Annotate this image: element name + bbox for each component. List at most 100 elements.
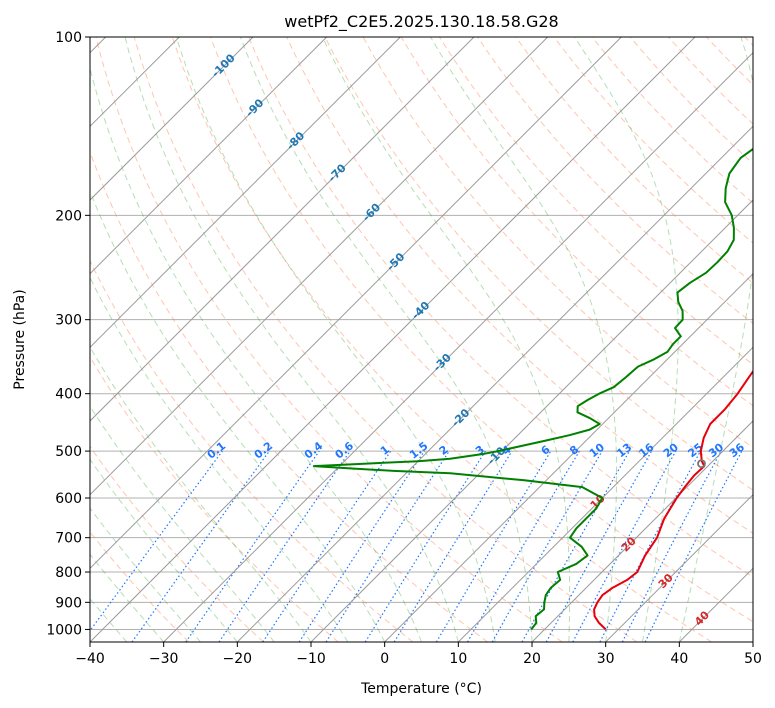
moist-adiabat [124,37,459,642]
x-tick-label: 0 [380,651,389,667]
mixing-ratio-label: 16 [637,440,657,460]
y-axis-label: Pressure (hPa) [12,289,28,389]
mixing-ratio-line [90,450,223,632]
y-tick-label: 100 [55,30,82,46]
mixing-ratio-label: 1 [378,443,392,458]
isotherm [310,199,753,642]
mixing-ratio-line [185,450,320,642]
dry-adiabat [90,259,414,642]
lcl-marker [697,459,706,469]
dry-adiabat [553,37,753,244]
mixing-ratio-line [298,450,425,642]
mixing-ratio-label: 30 [706,440,726,460]
moist-adiabat [430,37,617,642]
moist-adiabat [90,276,349,642]
x-tick-label: 30 [597,651,615,667]
moist-adiabat [90,405,275,642]
dry-adiabat [668,37,753,125]
mixing-ratio-label: 2 [437,443,451,458]
dry-adiabat [248,37,753,578]
moist-adiabat [90,345,312,642]
dry-adiabat [706,37,753,86]
dry-adiabat [90,150,488,642]
mixing-ratio-line [521,450,631,642]
lcl-marker-circle [697,459,706,469]
isotherm [457,346,753,642]
isotherm [90,37,328,275]
y-tick-label: 900 [55,595,82,611]
isotherm [90,37,622,570]
y-tick-label: 200 [55,208,82,224]
mixing-ratio-label: 13 [614,441,634,461]
dry-adiabat [744,37,753,47]
moist-adiabat [239,37,533,642]
mixing-ratio-line [572,450,677,642]
x-axis-ticks: −40 −30 −20 −10 0 10 20 30 40 50 [75,642,762,667]
mixing-ratio-label: 20 [661,440,681,460]
isotherm-label: -90 [243,96,266,119]
isotherm [752,641,753,642]
isotherm [531,420,753,642]
dry-adiabat [133,37,638,642]
mixing-ratio-line [131,450,270,642]
moist-adiabat [678,37,753,642]
isotherm [90,37,401,349]
dry-adiabat [210,37,753,623]
x-tick-label: 20 [523,651,541,667]
dry-adiabat [95,37,563,642]
moist-adiabat [175,37,496,642]
dry-adiabat [477,37,753,325]
mixing-ratio-label: 0.6 [333,439,357,461]
mixing-ratio-label: 8 [567,443,581,458]
dry-adiabat [90,445,264,642]
mixing-ratio-label: 10 [587,440,607,460]
y-tick-label: 700 [55,531,82,547]
mixing-ratio-label: 6 [539,443,553,458]
isotherm [678,567,753,642]
y-tick-label: 500 [55,444,82,460]
isotherm [236,125,753,642]
isotherm [90,37,475,422]
mixing-ratio-line [491,450,603,642]
dry-adiabat [515,37,753,284]
mixing-ratio-line [262,450,392,642]
dry-adiabat [90,356,339,642]
y-axis-ticks: 100 200 300 400 500 600 700 800 900 1000 [46,30,90,638]
dry-adiabat [591,37,753,204]
mixing-ratio-line [393,450,513,642]
chart-title: wetPf2_C2E5.2025.130.18.58.G28 [284,12,558,32]
moist-adiabat [90,553,165,642]
dry-adiabat [324,37,753,491]
moist-adiabat [90,65,422,642]
isotherm [384,272,753,642]
sounding-series [312,147,753,631]
y-tick-label: 800 [55,565,82,581]
mixing-ratio-line [364,450,486,642]
isotherms [90,37,753,642]
dry-adiabat [400,37,753,407]
x-tick-label: −30 [149,651,179,667]
mixing-ratio-label: 0.1 [205,439,228,461]
mixing-ratio-line [325,450,450,642]
pressure-gridlines [90,37,753,630]
isotherm [605,493,753,642]
x-tick-label: −20 [223,651,253,667]
dry-adiabat [90,531,190,642]
y-tick-label: 1000 [46,622,82,638]
isotherm-label: 40 [692,608,712,628]
isotherm [90,37,254,201]
y-tick-label: 600 [55,491,82,507]
mixing-ratio-line [218,450,351,642]
moist-adiabat [90,458,238,642]
dry-adiabat [171,37,712,642]
isotherm [90,37,549,496]
x-axis-label: Temperature (°C) [360,681,482,697]
moist-adiabat [322,37,571,642]
plot-area: -100-90-80-70-60-50-40-30-20-1010203040 … [90,37,753,642]
plot-frame [89,36,754,643]
x-tick-label: 40 [670,651,688,667]
moist-adiabats [90,37,753,642]
mixing-ratio-line [466,450,580,642]
